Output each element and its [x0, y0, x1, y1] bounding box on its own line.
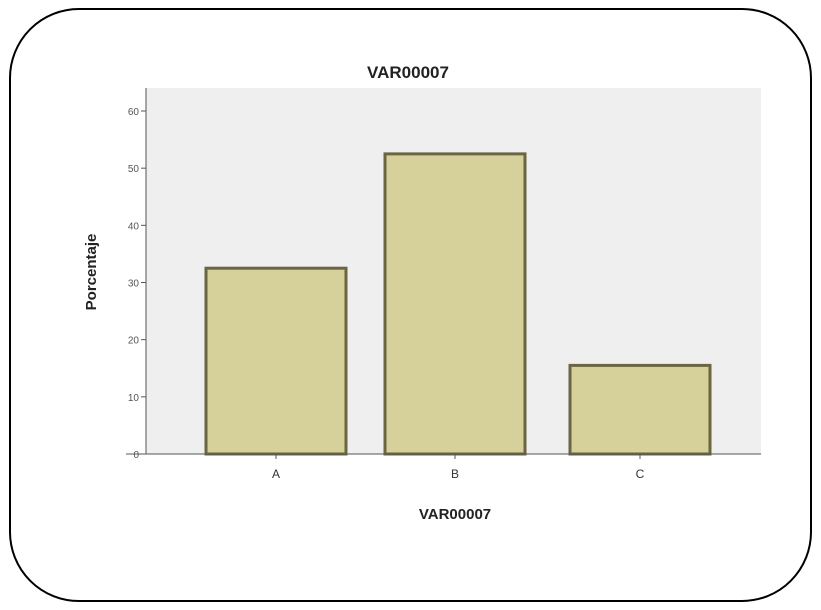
x-axis-title: VAR00007	[419, 506, 491, 523]
y-tick-label: 30	[128, 279, 140, 290]
bars-group	[204, 152, 712, 456]
x-tick-label-c: C	[636, 467, 645, 481]
x-tick-label-a: A	[272, 467, 280, 481]
y-tick-label: 20	[128, 336, 140, 347]
bar-a	[204, 266, 348, 456]
y-tick-label: 50	[128, 164, 140, 175]
y-tick-label: 0	[133, 450, 139, 461]
chart-title: VAR00007	[367, 63, 449, 82]
y-axis-title: Porcentaje	[83, 234, 100, 311]
bar-c	[568, 363, 712, 456]
y-axis: 0 10 20 30 40 50 60	[128, 88, 147, 461]
x-tick-label-b: B	[451, 467, 459, 481]
x-axis: A B C	[126, 453, 761, 481]
bar-b	[383, 152, 527, 456]
y-tick-label: 10	[128, 393, 140, 404]
y-tick-label: 40	[128, 221, 140, 232]
y-tick-label: 60	[128, 107, 140, 118]
